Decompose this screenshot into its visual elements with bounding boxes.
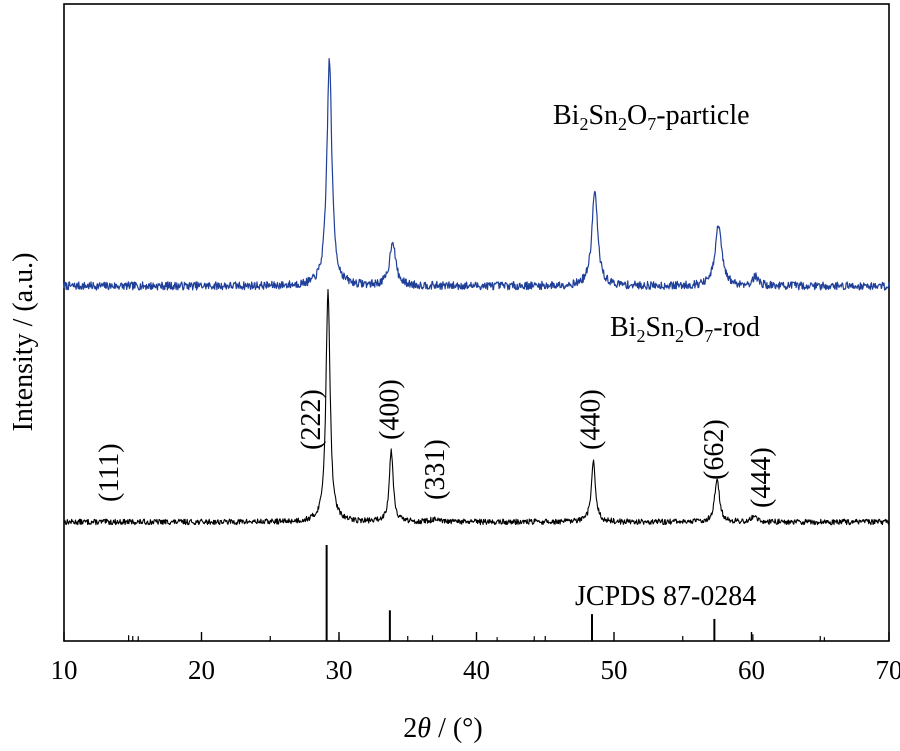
- x-tick-label-30: 30: [326, 655, 353, 685]
- peak-labels: (111) (222) (400) (331) (440) (662) (444): [94, 379, 777, 508]
- y-axis-label: Intensity / (a.u.): [8, 253, 39, 432]
- x-tick-label-50: 50: [601, 655, 628, 685]
- peak-label-6: (444): [746, 447, 777, 508]
- x-tick-label-40: 40: [463, 655, 490, 685]
- plot-frame: [63, 3, 890, 642]
- peak-label-3: (331): [420, 439, 451, 500]
- x-tick-label-70: 70: [876, 655, 900, 685]
- peak-label-4: (440): [575, 389, 606, 450]
- x-axis-label: 2θ / (°): [403, 713, 482, 744]
- x-axis-ticks: [63, 632, 890, 641]
- x-axis-tick-labels: 10 20 30 40 50 60 70: [51, 655, 900, 685]
- series-line-1: [63, 288, 890, 526]
- peak-label-1: (222): [296, 389, 327, 450]
- series-label-rod: Bi2Sn2O7-rod: [610, 312, 760, 346]
- peak-label-2: (400): [375, 379, 406, 440]
- reference-lines: [128, 545, 825, 641]
- series-line-0: [63, 58, 890, 291]
- peak-label-5: (662): [699, 419, 730, 480]
- x-tick-label-10: 10: [51, 655, 78, 685]
- peak-label-0: (111): [94, 443, 125, 502]
- x-tick-label-20: 20: [188, 655, 215, 685]
- reference-label: JCPDS 87-0284: [575, 581, 756, 612]
- series-label-particle: Bi2Sn2O7-particle: [553, 100, 750, 134]
- x-tick-label-60: 60: [738, 655, 765, 685]
- series-group: [63, 58, 890, 526]
